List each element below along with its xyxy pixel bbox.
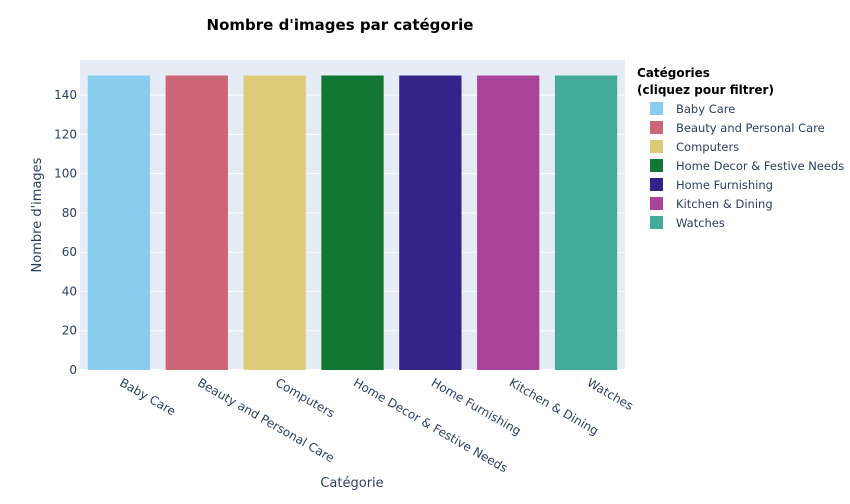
legend-swatch bbox=[650, 140, 663, 153]
y-tick-label: 20 bbox=[62, 324, 77, 338]
legend-swatch bbox=[650, 216, 663, 229]
legend-swatch bbox=[650, 197, 663, 210]
legend-item[interactable]: Baby Care bbox=[650, 102, 735, 116]
bar[interactable] bbox=[554, 75, 618, 370]
legend-item[interactable]: Kitchen & Dining bbox=[650, 197, 773, 211]
legend-label: Watches bbox=[676, 216, 725, 230]
legend-label: Home Decor & Festive Needs bbox=[676, 159, 844, 173]
legend-label: Beauty and Personal Care bbox=[676, 121, 825, 135]
legend-item[interactable]: Home Decor & Festive Needs bbox=[650, 159, 844, 173]
y-tick-label: 60 bbox=[62, 245, 77, 259]
x-axis-label: Catégorie bbox=[320, 476, 383, 491]
legend-label: Baby Care bbox=[676, 102, 735, 116]
legend-swatch bbox=[650, 121, 663, 134]
bar[interactable] bbox=[165, 75, 228, 370]
legend-items[interactable]: Baby Care Beauty and Personal Care Compute… bbox=[650, 102, 844, 230]
legend-label: Computers bbox=[676, 140, 739, 154]
x-tick-label: Baby Care bbox=[117, 375, 178, 418]
x-axis-ticks: Baby Care Beauty and Personal CareCompute… bbox=[117, 375, 635, 475]
bars[interactable] bbox=[87, 75, 618, 370]
legend-item[interactable]: Beauty and Personal Care bbox=[650, 121, 825, 135]
y-tick-label: 80 bbox=[62, 206, 77, 220]
y-tick-label: 120 bbox=[54, 127, 77, 141]
bar[interactable] bbox=[477, 75, 540, 370]
y-tick-label: 100 bbox=[54, 167, 77, 181]
y-axis-ticks: 0 20 40 60 80 100 120 140 bbox=[54, 88, 77, 377]
bar[interactable] bbox=[87, 75, 151, 370]
y-axis-label: Nombre d'images bbox=[30, 157, 45, 272]
bar[interactable] bbox=[399, 75, 462, 370]
chart-title: Nombre d'images par catégorie bbox=[207, 16, 474, 34]
x-tick-label: Home Decor & Festive Needs bbox=[351, 375, 510, 475]
legend-item[interactable]: Watches bbox=[650, 216, 725, 230]
y-tick-label: 140 bbox=[54, 88, 77, 102]
legend-item[interactable]: Computers bbox=[650, 140, 739, 154]
x-tick-label: Watches bbox=[585, 375, 636, 413]
legend-item[interactable]: Home Furnishing bbox=[650, 178, 773, 192]
legend: Catégories (cliquez pour filtrer) Baby C… bbox=[637, 66, 844, 230]
legend-swatch bbox=[650, 178, 663, 191]
bar[interactable] bbox=[321, 75, 384, 370]
legend-title: Catégories bbox=[637, 66, 710, 80]
y-tick-label: 40 bbox=[62, 284, 77, 298]
legend-swatch bbox=[650, 102, 663, 115]
legend-label: Kitchen & Dining bbox=[676, 197, 773, 211]
bar[interactable] bbox=[243, 75, 306, 370]
y-tick-label: 0 bbox=[69, 363, 77, 377]
legend-subtitle: (cliquez pour filtrer) bbox=[637, 83, 774, 97]
x-tick-label: Beauty and Personal Care bbox=[195, 375, 336, 465]
legend-label: Home Furnishing bbox=[676, 178, 773, 192]
legend-swatch bbox=[650, 159, 663, 172]
x-tick-label: Computers bbox=[273, 375, 337, 420]
